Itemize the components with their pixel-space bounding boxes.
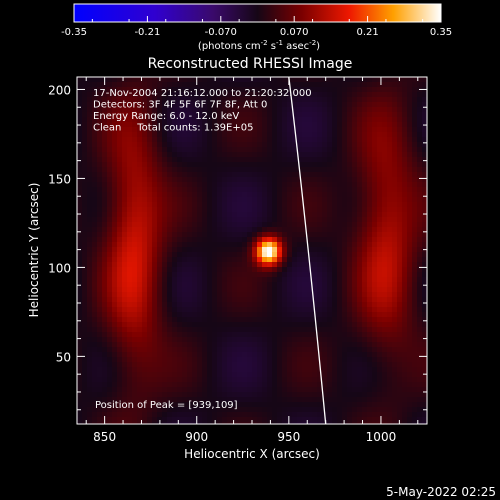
footer-timestamp: 5-May-2022 02:25 (386, 485, 496, 499)
x-axis-ticks: 850 900 950 1000 (85, 77, 419, 444)
x-tick-label: 950 (277, 430, 300, 444)
colorbar-tick-label: 0.35 (430, 27, 452, 38)
colorbar-units-label: (photons cm-2 s-1 asec-2) (198, 39, 320, 52)
y-tick-label: 200 (48, 83, 71, 97)
x-tick-label: 850 (93, 430, 116, 444)
y-tick-label: 50 (56, 350, 71, 364)
colorbar (73, 3, 442, 23)
colorbar-tick-label: -0.070 (205, 27, 237, 38)
colorbar-tick-label: 0.21 (356, 27, 378, 38)
y-tick-label: 100 (48, 261, 71, 275)
y-tick-label: 150 (48, 172, 71, 186)
x-tick-label: 1000 (366, 430, 397, 444)
colorbar-tick-label: 0.070 (280, 27, 309, 38)
colorbar-tick-label: -0.35 (61, 27, 87, 38)
annotation-line: Detectors: 3F 4F 5F 6F 7F 8F, Att 0 (93, 100, 267, 111)
annotation-line: Energy Range: 6.0 - 12.0 keV (93, 111, 239, 122)
colorbar-ticks: -0.35 -0.21 -0.070 0.070 0.21 0.35 (61, 16, 452, 38)
colorbar-tick-label: -0.21 (134, 27, 160, 38)
heatmap-image (77, 77, 427, 424)
chart-title: Reconstructed RHESSI Image (148, 56, 353, 72)
peak-position-label: Position of Peak = [939,109] (95, 400, 238, 411)
y-axis-ticks: 50 100 150 200 (48, 83, 427, 411)
x-axis-label: Heliocentric X (arcsec) (184, 447, 320, 461)
annotation-line: Clean Total counts: 1.39E+05 (93, 123, 253, 134)
annotation-block: 17-Nov-2004 21:16:12.000 to 21:20:32.000… (93, 88, 312, 134)
y-axis-label: Heliocentric Y (arcsec) (27, 183, 41, 318)
solar-limb-arc (288, 77, 327, 424)
x-tick-label: 900 (185, 430, 208, 444)
annotation-line: 17-Nov-2004 21:16:12.000 to 21:20:32.000 (93, 88, 312, 99)
